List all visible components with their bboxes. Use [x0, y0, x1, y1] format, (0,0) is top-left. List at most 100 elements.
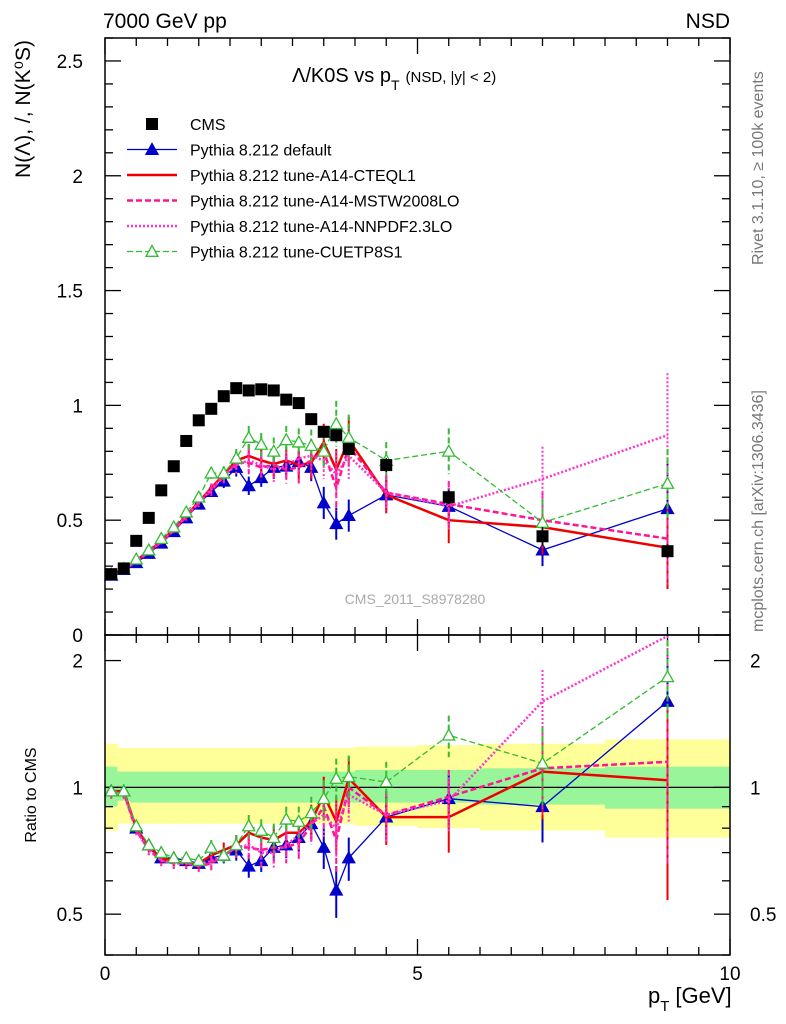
data-point [104, 783, 119, 797]
data-point [341, 769, 356, 783]
x-axis-label-sub: T [660, 998, 669, 1015]
data-point [279, 811, 294, 825]
data-point [291, 434, 306, 448]
data-point [329, 416, 344, 430]
data-point [329, 516, 344, 530]
y-tick-label: 0.5 [57, 511, 83, 532]
ratio-y-tick-label-right: 2 [750, 652, 761, 673]
ratio-ticks: 0.5 0.5 1 1 2 2 0 5 10 [57, 635, 776, 985]
data-point [255, 383, 268, 396]
data-point [317, 425, 330, 438]
legend-item: Pythia 8.212 tune-A14-NNPDF2.3LO [127, 219, 452, 236]
data-point [380, 459, 393, 472]
x-tick-label: 5 [412, 964, 423, 985]
data-point [292, 397, 305, 410]
data-point [241, 818, 256, 832]
data-point [280, 393, 293, 406]
data-point [341, 850, 356, 864]
legend-label: Pythia 8.212 default [190, 143, 332, 160]
data-point [216, 465, 231, 479]
data-point [242, 384, 255, 397]
data-point [341, 508, 356, 522]
data-point [536, 530, 549, 543]
data-point [441, 443, 456, 457]
data-point [204, 840, 219, 853]
data-point [661, 545, 674, 558]
data-point [154, 531, 169, 545]
data-point [535, 756, 550, 769]
series-line [111, 760, 668, 868]
series-5 [104, 400, 675, 580]
data-point [241, 858, 256, 872]
data-point [141, 837, 156, 851]
data-point [316, 443, 331, 457]
data-point [267, 384, 280, 397]
data-point [204, 465, 219, 479]
data-point [129, 551, 144, 565]
data-point [179, 504, 194, 518]
data-point [155, 484, 168, 497]
data-point [217, 390, 230, 403]
process-label: NSD [686, 10, 730, 33]
legend-label: CMS [190, 117, 226, 134]
data-point [166, 519, 181, 533]
data-point [330, 429, 343, 442]
legend-item: Pythia 8.212 tune-A14-CTEQL1 [127, 168, 416, 185]
data-point [192, 414, 205, 427]
data-point [291, 814, 306, 827]
data-point [316, 495, 331, 509]
series-line [111, 634, 669, 868]
x-axis-label: pT [GeV] [648, 983, 732, 1015]
data-point [266, 443, 281, 457]
ratio-panel: 0.5 0.5 1 1 2 2 0 5 10 [57, 634, 776, 985]
data-point [130, 534, 143, 547]
legend-item: Pythia 8.212 tune-CUETP8S1 [127, 244, 403, 262]
data-point [117, 562, 130, 575]
series-4 [104, 640, 675, 867]
data-point [216, 847, 231, 861]
mcplots-label: mcplots.cern.ch [arXiv:1306.3436] [750, 390, 767, 632]
ratio-y-tick-label-right: 0.5 [750, 905, 776, 926]
data-point [441, 727, 456, 741]
legend-label: Pythia 8.212 tune-A14-NNPDF2.3LO [190, 219, 452, 236]
data-point [329, 882, 344, 896]
data-point [229, 450, 244, 464]
y-tick-label: 2.5 [57, 52, 83, 73]
data-point [180, 434, 193, 447]
legend-item: CMS [146, 117, 226, 134]
series-4 [110, 373, 669, 577]
x-tick-label: 0 [100, 964, 111, 985]
data-point [329, 771, 344, 784]
data-point [266, 830, 281, 844]
uncertainty-bands [105, 739, 731, 838]
x-axis-label-main: p [648, 983, 660, 1008]
legend-marker [144, 142, 160, 155]
legend-marker [146, 118, 158, 130]
data-point [254, 823, 269, 836]
data-point [660, 669, 675, 683]
legend-item: Pythia 8.212 tune-A14-MSTW2008LO [127, 194, 459, 211]
data-point [205, 402, 218, 415]
watermark: CMS_2011_S8978280 [345, 591, 486, 607]
data-point [342, 443, 355, 456]
data-point [304, 438, 319, 452]
legend: CMS Pythia 8.212 default Pythia 8.212 tune… [127, 117, 459, 262]
data-point [304, 805, 319, 819]
data-point [316, 840, 331, 853]
data-point [179, 850, 194, 864]
data-point [166, 850, 181, 864]
ratio-ylabel: Ratio to CMS [23, 747, 40, 842]
chart-title-main: Λ/K0S vs p [292, 65, 391, 87]
data-point [154, 845, 169, 859]
data-point [305, 413, 318, 426]
y-tick-label: 0 [72, 626, 83, 647]
legend-marker [144, 244, 160, 257]
data-point [167, 460, 180, 473]
rivet-label: Rivet 3.1.10, ≥ 100k events [750, 71, 767, 265]
data-point [241, 478, 256, 492]
data-point [241, 430, 256, 443]
main-panel: 0 0.5 1 1.5 2 2.5 [57, 37, 731, 647]
series-line [111, 460, 668, 576]
chart-title-tail: (NSD, |y| < 2) [406, 69, 497, 86]
